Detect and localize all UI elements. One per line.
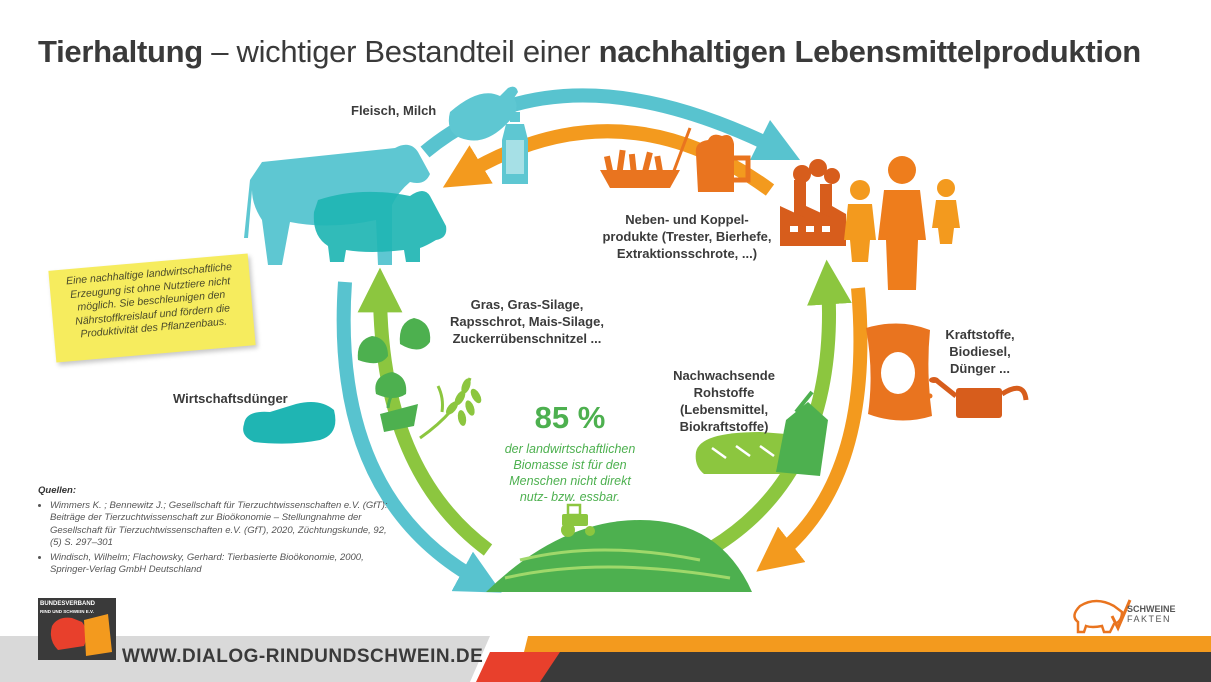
wheat-icon xyxy=(419,377,482,440)
ham-icon xyxy=(448,86,518,141)
sources-heading: Quellen: xyxy=(38,485,77,496)
bv-logo-icon xyxy=(50,617,87,650)
label-gras-silage: Gras, Gras-Silage, Rapsschrot, Mais-Sila… xyxy=(450,297,604,346)
label-neben-koppelprodukte: Neben- und Koppel- produkte (Trester, Bi… xyxy=(602,212,772,261)
people-icon xyxy=(844,156,960,290)
factory-icon xyxy=(780,159,846,246)
bag-icon xyxy=(776,390,828,476)
arrow-left-teal xyxy=(336,281,502,593)
stat-percentage: 85 % xyxy=(534,400,606,435)
label-kraftstoffe: Kraftstoffe, Biodiesel, Dünger ... xyxy=(945,327,1015,376)
page-title: Tierhaltung – wichtiger Bestandteil eine… xyxy=(38,34,1141,69)
watering-can-icon xyxy=(927,377,1029,418)
arrow-right-orange xyxy=(756,287,868,572)
sticky-note: Eine nachhaltige landwirtschaftliche Erz… xyxy=(48,253,256,363)
source-item: Wimmers K. ; Bennewitz J.; Gesellschaft … xyxy=(50,500,398,550)
footer-bar-dark xyxy=(540,652,1211,682)
arrow-left-green xyxy=(357,267,493,556)
sources: Quellen: Wimmers K. ; Bennewitz J.; Gese… xyxy=(38,485,398,579)
footer-url-link[interactable]: WWW.DIALOG-RINDUNDSCHWEIN.DE xyxy=(122,646,484,667)
stat-description: der landwirtschaftlichen Biomasse ist fü… xyxy=(504,442,636,504)
source-item: Windisch, Wilhelm; Flachowsky, Gerhard: … xyxy=(50,552,398,577)
fries-icon xyxy=(600,127,692,188)
milk-bottle-icon xyxy=(502,112,528,184)
pig-icon xyxy=(313,191,447,262)
tractor-icon xyxy=(561,503,595,537)
schweine-fakten-pig-icon xyxy=(1073,599,1124,634)
label-fleisch-milch: Fleisch, Milch xyxy=(351,103,437,118)
label-wirtschaftsduenger: Wirtschaftsdünger xyxy=(173,391,288,406)
beer-mug-icon xyxy=(695,134,751,192)
footer-bar-grey xyxy=(0,636,490,682)
manure-puddle-icon xyxy=(243,402,336,444)
footer-bar-orange xyxy=(524,636,1211,652)
fertilizer-sack-icon xyxy=(866,323,932,421)
schweine-fakten-logo-text: SCHWEINE FAKTEN xyxy=(1127,604,1176,624)
bv-logo-text: BUNDESVERBAND RIND UND SCHWEIN E.V. xyxy=(40,601,96,614)
field-hill-icon xyxy=(486,520,752,592)
plants-icon xyxy=(357,318,431,432)
label-nachwachsende-rohstoffe: Nachwachsende Rohstoffe (Lebensmittel, B… xyxy=(673,368,775,434)
